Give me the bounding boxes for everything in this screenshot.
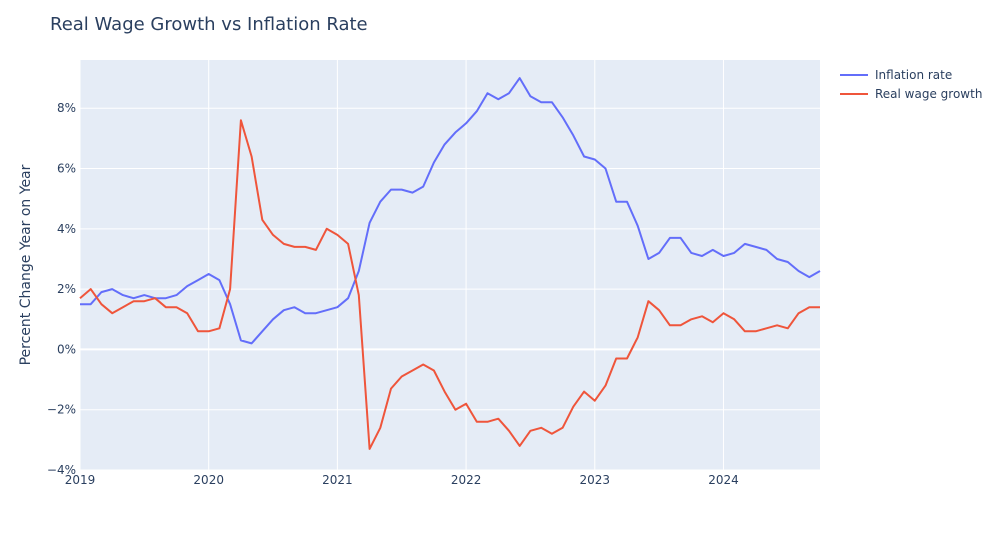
plot-area bbox=[80, 60, 820, 470]
x-tick-label: 2024 bbox=[708, 473, 739, 487]
x-axis-ticks: 2019 2020 2021 2022 2023 2024 bbox=[65, 473, 739, 487]
x-tick-label: 2021 bbox=[322, 473, 353, 487]
y-tick-label: 0% bbox=[57, 342, 76, 356]
legend[interactable]: Inflation rate Real wage growth bbox=[840, 68, 982, 101]
y-tick-label: 8% bbox=[57, 101, 76, 115]
y-tick-label: −2% bbox=[47, 403, 76, 417]
y-tick-label: −4% bbox=[47, 463, 76, 477]
series-line-real-wage-growth[interactable] bbox=[79, 119, 820, 450]
y-tick-label: 6% bbox=[57, 162, 76, 176]
x-tick-label: 2023 bbox=[580, 473, 611, 487]
x-tick-label: 2020 bbox=[193, 473, 224, 487]
y-tick-label: 4% bbox=[57, 222, 76, 236]
x-tick-label: 2019 bbox=[65, 473, 96, 487]
legend-item-label[interactable]: Inflation rate bbox=[875, 68, 952, 82]
x-tick-label: 2022 bbox=[451, 473, 482, 487]
y-axis-title: Percent Change Year on Year bbox=[18, 164, 34, 365]
gridlines bbox=[79, 60, 820, 471]
y-tick-label: 2% bbox=[57, 282, 76, 296]
series-group bbox=[79, 77, 821, 450]
legend-item-label[interactable]: Real wage growth bbox=[875, 87, 982, 101]
y-axis-ticks: −4% −2% 0% 2% 4% 6% 8% bbox=[47, 101, 76, 477]
series-line-inflation-rate[interactable] bbox=[80, 77, 821, 345]
chart-title: Real Wage Growth vs Inflation Rate bbox=[50, 14, 368, 35]
